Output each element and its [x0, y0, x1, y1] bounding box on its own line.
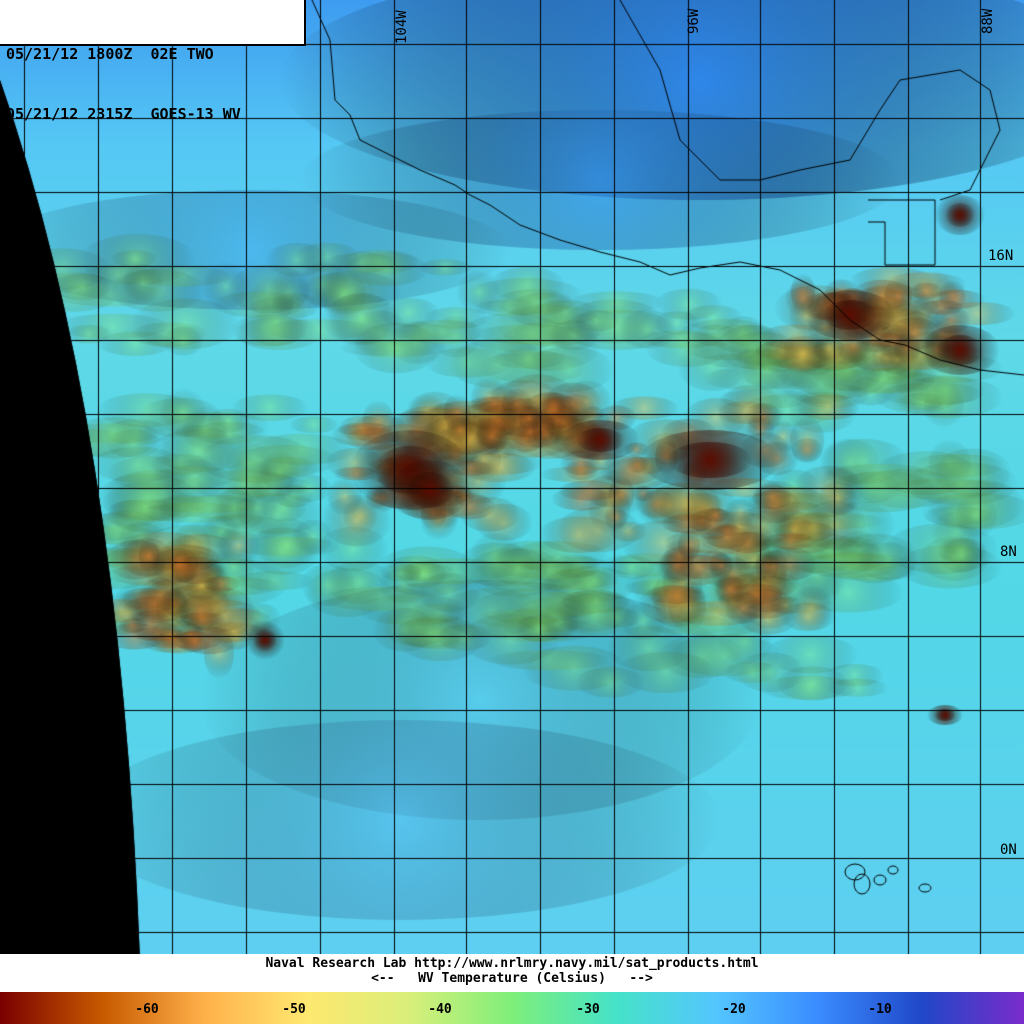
water-vapor-satellite-map [0, 0, 1024, 960]
lat-label-8n: 8N [1000, 544, 1017, 560]
satellite-time-label: 05/21/12 2315Z GOES-13 WV [6, 105, 241, 123]
image-info-box: 05/21/12 1800Z 02E TWO 05/21/12 2315Z GO… [0, 0, 306, 123]
colorbar-tick: -60 [135, 1002, 159, 1017]
lat-label-16n: 16N [988, 248, 1014, 264]
colorbar-tick: -50 [282, 1002, 306, 1017]
credit-source: Naval Research Lab http://www.nrlmry.nav… [265, 956, 759, 971]
storm-time-label: 05/21/12 1800Z 02E TWO [6, 45, 214, 63]
colorbar-tick: -20 [722, 1002, 746, 1017]
lon-label-96w: 96W [686, 8, 702, 34]
credit-bar: Naval Research Lab http://www.nrlmry.nav… [0, 954, 1024, 992]
lat-label-0n: 0N [1000, 842, 1017, 858]
colorbar-tick: -30 [576, 1002, 600, 1017]
colorbar-tick: -40 [428, 1002, 452, 1017]
colorbar-title: <-- WV Temperature (Celsius) --> [371, 971, 653, 986]
lon-label-88w: 88W [980, 8, 996, 34]
colorbar-tick: -10 [868, 1002, 892, 1017]
temperature-colorbar [0, 992, 1024, 1024]
lon-label-104w: 104W [394, 10, 410, 44]
